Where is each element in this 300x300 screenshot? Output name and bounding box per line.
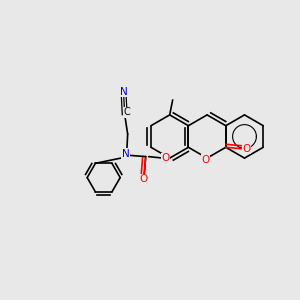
Text: C: C [124, 107, 130, 117]
Text: O: O [202, 154, 210, 165]
Text: O: O [140, 174, 148, 184]
Text: O: O [242, 144, 250, 154]
Text: N: N [122, 148, 130, 159]
Text: O: O [162, 153, 170, 163]
Text: N: N [120, 87, 128, 97]
